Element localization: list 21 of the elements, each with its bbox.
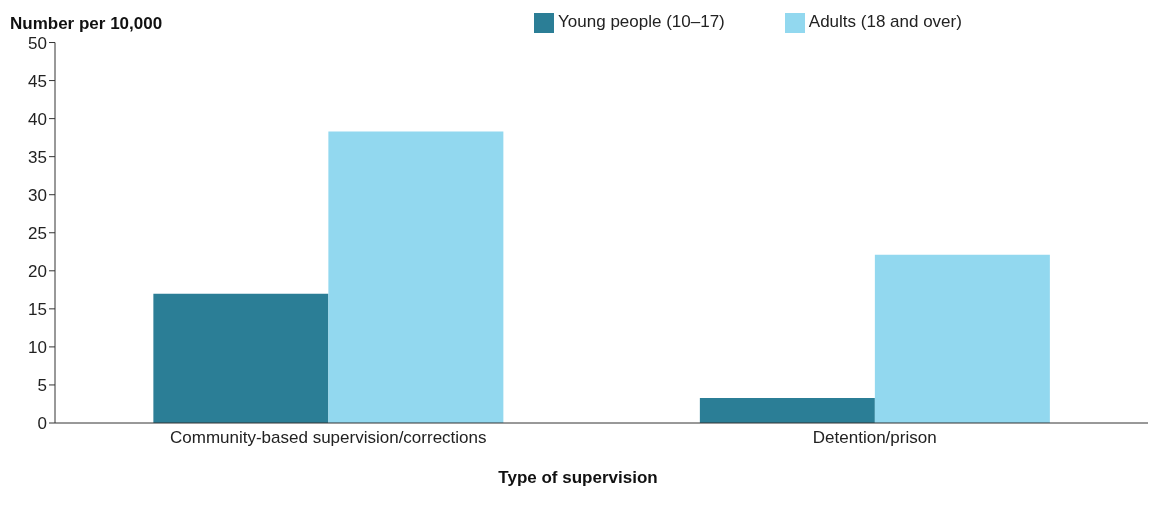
x-tick-label: Detention/prison bbox=[812, 428, 937, 448]
bar bbox=[328, 131, 504, 423]
y-tick-label: 50 bbox=[28, 33, 47, 53]
bar bbox=[699, 397, 875, 423]
y-tick-label: 40 bbox=[28, 109, 47, 129]
y-tick-label: 45 bbox=[28, 71, 47, 91]
legend-label: Young people (10–17) bbox=[558, 12, 725, 31]
y-tick-label: 30 bbox=[28, 185, 47, 205]
y-tick-label: 20 bbox=[28, 261, 47, 281]
legend-label: Adults (18 and over) bbox=[808, 12, 962, 31]
x-tick-label: Community-based supervision/corrections bbox=[169, 428, 487, 448]
x-axis-title: Type of supervision bbox=[497, 468, 659, 488]
y-axis-title: Number per 10,000 bbox=[10, 14, 163, 34]
y-tick-label: 5 bbox=[37, 375, 47, 395]
bar bbox=[153, 293, 329, 423]
y-tick-label: 10 bbox=[28, 337, 47, 357]
bar bbox=[874, 254, 1050, 423]
y-tick-label: 0 bbox=[37, 414, 47, 434]
y-tick-label: 35 bbox=[28, 147, 47, 167]
y-tick-label: 15 bbox=[28, 299, 47, 319]
y-tick-label: 25 bbox=[28, 223, 47, 243]
